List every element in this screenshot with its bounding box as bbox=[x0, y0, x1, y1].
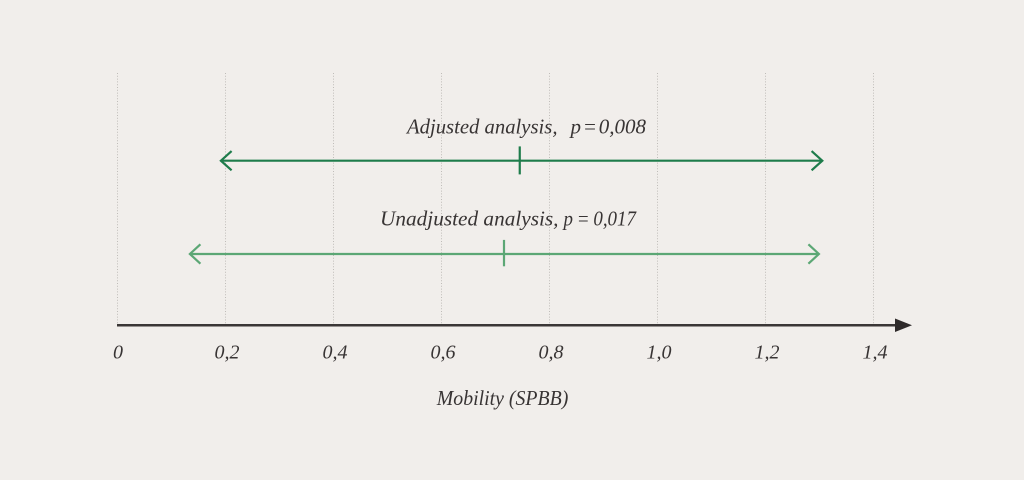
svg-text:0,8: 0,8 bbox=[539, 341, 564, 363]
svg-text:1,2: 1,2 bbox=[755, 341, 780, 363]
svg-text:Adjusted analysis,: Adjusted analysis, bbox=[405, 115, 557, 139]
svg-text:0,4: 0,4 bbox=[323, 341, 348, 363]
svg-text:p = 0,017: p = 0,017 bbox=[562, 207, 638, 231]
svg-text:0: 0 bbox=[113, 341, 123, 363]
svg-text:p = 0,008: p = 0,008 bbox=[568, 115, 646, 139]
svg-text:1,0: 1,0 bbox=[647, 341, 672, 363]
svg-text:0,6: 0,6 bbox=[431, 341, 456, 363]
svg-text:1,4: 1,4 bbox=[863, 341, 888, 363]
svg-text:Unadjusted analysis,: Unadjusted analysis, bbox=[380, 207, 559, 231]
svg-text:Mobility (SPBB): Mobility (SPBB) bbox=[436, 386, 568, 410]
svg-text:0,2: 0,2 bbox=[215, 341, 240, 363]
